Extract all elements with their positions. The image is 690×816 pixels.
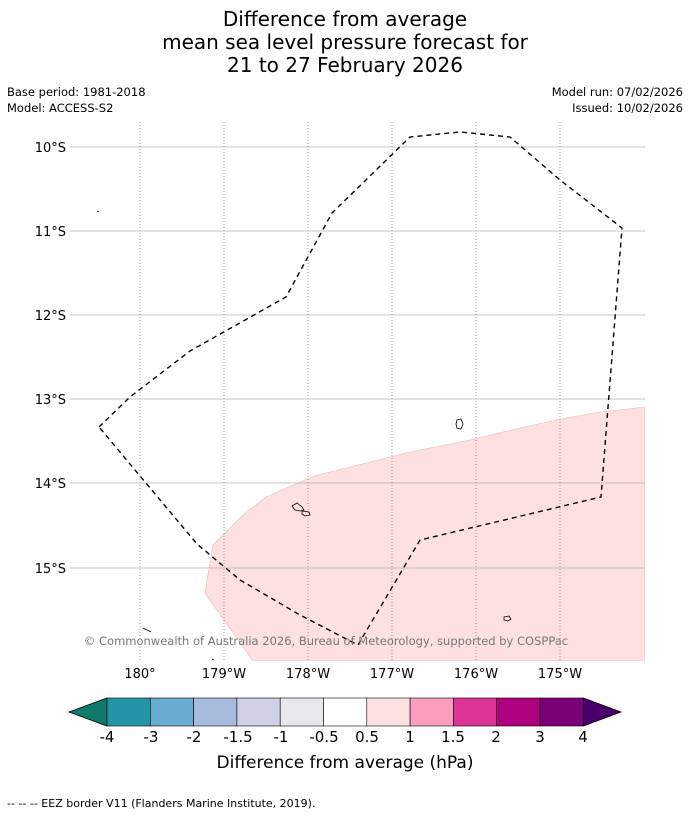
colorbar-segment (150, 697, 194, 727)
eez-footnote: -- -- -- EEZ border V11 (Flanders Marine… (7, 797, 316, 810)
colorbar-tick: 1 (405, 728, 415, 746)
colorbar-segment (323, 697, 368, 727)
island-outline (455, 418, 464, 430)
island-outline (142, 627, 152, 633)
colorbar-segment (193, 697, 238, 727)
map-panel: 10°S 11°S 12°S 13°S 14°S 15°S 180° 179°W… (35, 122, 645, 682)
colorbar-tick: 1.5 (441, 728, 465, 746)
colorbar-extend-high (582, 697, 623, 727)
island-outline (96, 210, 100, 213)
colorbar-segment (453, 697, 497, 727)
title-line-2: mean sea level pressure forecast for (162, 30, 528, 54)
colorbar-tick-labels: -4 -3 -2 -1.5 -1 -0.5 0.5 1 1.5 2 3 4 (0, 728, 690, 748)
lat-label: 14°S (35, 477, 66, 492)
island-outline (503, 615, 512, 622)
meta-left: Base period: 1981-2018 Model: ACCESS-S2 (7, 84, 146, 116)
colorbar-segment (366, 697, 411, 727)
island-outline (291, 502, 305, 512)
colorbar-segment (539, 697, 584, 727)
island-outline (211, 658, 215, 661)
title-line-3: 21 to 27 February 2026 (227, 53, 463, 77)
colorbar-segment (279, 697, 324, 727)
lat-label: 11°S (35, 225, 66, 240)
colorbar-tick: -3 (143, 728, 159, 746)
title-line-1: Difference from average (222, 7, 468, 31)
latitude-labels: 10°S 11°S 12°S 13°S 14°S 15°S (35, 141, 66, 577)
colorbar-segment (496, 697, 541, 727)
lon-label: 176°W (454, 667, 498, 682)
colorbar-segment (106, 697, 151, 727)
colorbar-extend-low (67, 697, 108, 727)
lon-label: 179°W (202, 667, 246, 682)
coastlines (96, 210, 512, 661)
colorbar-tick: 4 (578, 728, 588, 746)
anomaly-shaded-region (204, 406, 645, 661)
colorbar-tick: -4 (99, 728, 115, 746)
colorbar-label: Difference from average (hPa) (216, 753, 474, 773)
colorbar-tick: -0.5 (309, 728, 339, 746)
copyright-text: © Commonwealth of Australia 2026, Bureau… (84, 634, 568, 648)
colorbar-tick: 0.5 (355, 728, 379, 746)
lon-label: 178°W (286, 667, 330, 682)
island-outline (301, 510, 311, 517)
lon-label: 180° (124, 667, 155, 682)
base-period-text: Base period: 1981-2018 (7, 85, 146, 99)
latitude-gridlines (70, 146, 645, 569)
colorbar-tick: 2 (491, 728, 501, 746)
colorbar (67, 697, 623, 727)
colorbar-tick: -2 (186, 728, 202, 746)
model-text: Model: ACCESS-S2 (7, 101, 114, 115)
colorbar-segment (409, 697, 454, 727)
lat-label: 10°S (35, 141, 66, 156)
longitude-labels: 180° 179°W 178°W 177°W 176°W 175°W (124, 667, 582, 682)
colorbar-tick: -1.5 (223, 728, 253, 746)
lon-label: 177°W (370, 667, 414, 682)
model-run-text: Model run: 07/02/2026 (551, 85, 683, 99)
lat-label: 13°S (35, 393, 66, 408)
lon-label: 175°W (538, 667, 582, 682)
colorbar-segment (236, 697, 281, 727)
lat-label: 15°S (35, 562, 66, 577)
map-title: Difference from average mean sea level p… (0, 8, 690, 77)
colorbar-tick: 3 (535, 728, 545, 746)
issued-text: Issued: 10/02/2026 (572, 101, 683, 115)
meta-right: Model run: 07/02/2026 Issued: 10/02/2026 (552, 84, 683, 116)
colorbar-tick: -1 (273, 728, 289, 746)
lat-label: 12°S (35, 309, 66, 324)
eez-border (98, 131, 623, 646)
